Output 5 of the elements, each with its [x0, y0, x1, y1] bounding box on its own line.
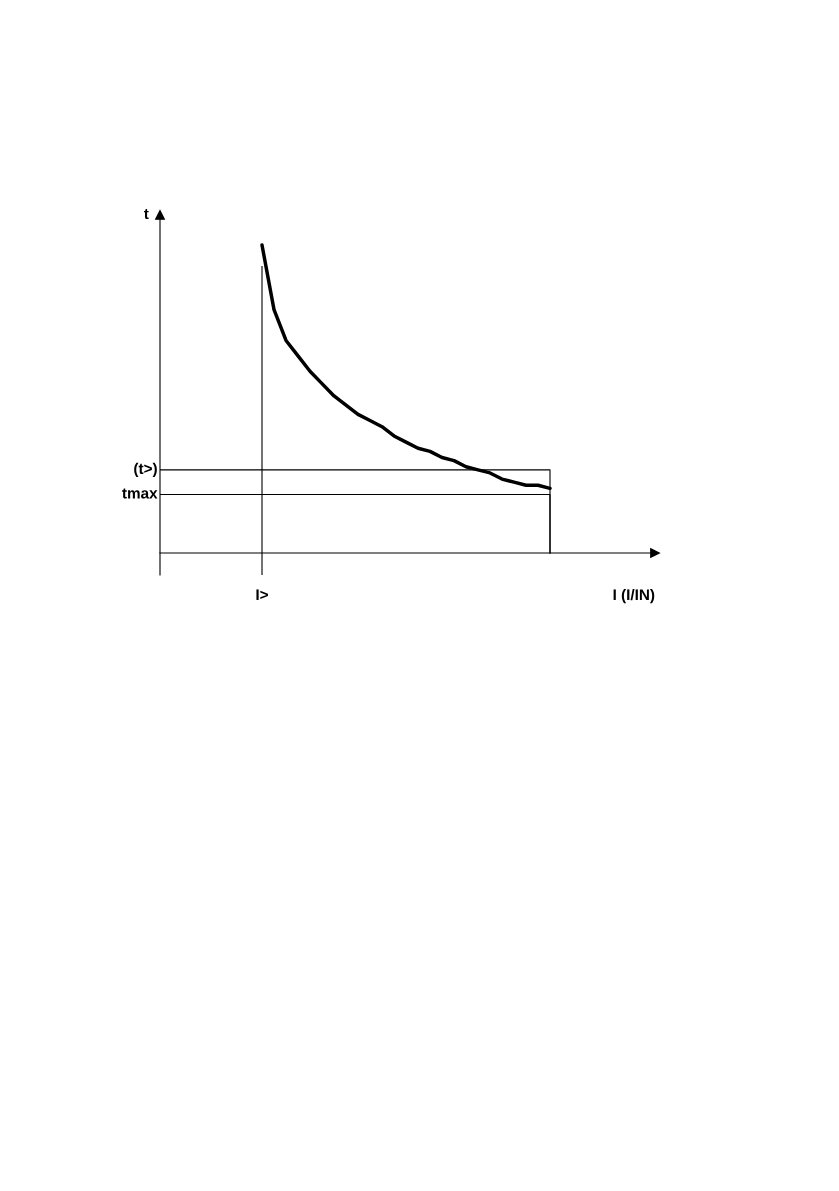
text: I> — [256, 589, 268, 600]
ref-line-label: (t>) — [134, 462, 157, 477]
ref-line-label: tmax — [122, 488, 158, 499]
text: t — [143, 208, 149, 220]
x-axis-title: I (I/IN) — [613, 588, 655, 604]
